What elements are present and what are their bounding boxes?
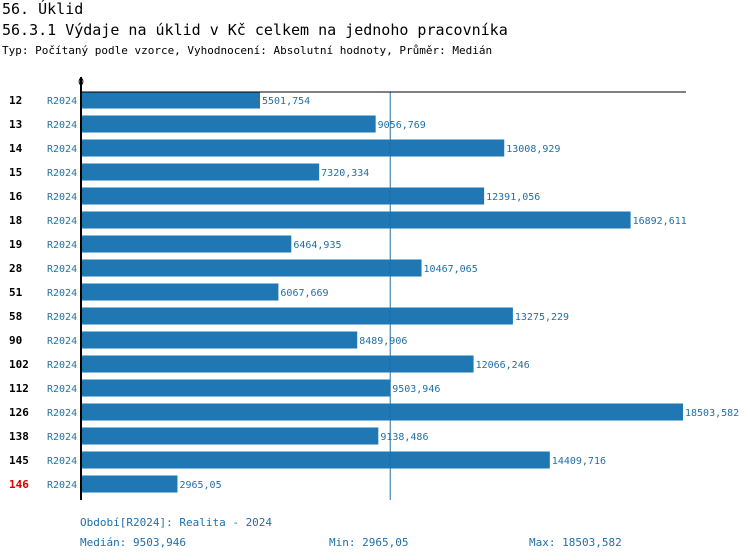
period-label: R2024 xyxy=(47,384,77,395)
value-label: 13008,929 xyxy=(506,144,560,155)
value-label: 6464,935 xyxy=(293,240,341,251)
period-label: R2024 xyxy=(47,288,77,299)
value-label: 14409,716 xyxy=(552,456,606,467)
value-label: 16892,611 xyxy=(633,216,687,227)
category-label: 126 xyxy=(9,406,29,419)
period-label: R2024 xyxy=(47,96,77,107)
period-label: R2024 xyxy=(47,336,77,347)
bar xyxy=(81,403,683,421)
max-note: Max: 18503,582 xyxy=(529,536,622,549)
period-label: R2024 xyxy=(47,168,77,179)
period-label: R2024 xyxy=(47,432,77,443)
value-label: 9138,486 xyxy=(380,432,428,443)
period-label: R2024 xyxy=(47,240,77,251)
value-label: 18503,582 xyxy=(685,408,739,419)
min-note: Min: 2965,05 xyxy=(329,536,409,549)
category-label: 18 xyxy=(9,214,22,227)
category-label: 15 xyxy=(9,166,22,179)
value-label: 9056,769 xyxy=(378,120,426,131)
value-label: 8489,906 xyxy=(359,336,407,347)
category-label: 14 xyxy=(9,142,23,155)
category-label: 90 xyxy=(9,334,22,347)
period-label: R2024 xyxy=(47,408,77,419)
bar xyxy=(81,187,485,205)
page-title: 56. Úklid xyxy=(2,0,84,18)
category-label: 138 xyxy=(9,430,29,443)
period-note: Období[R2024]: Realita - 2024 xyxy=(80,516,273,529)
category-label: 28 xyxy=(9,262,22,275)
category-label: 146 xyxy=(9,478,29,491)
bar xyxy=(81,427,379,445)
median-note: Medián: 9503,946 xyxy=(80,536,186,549)
category-label: 145 xyxy=(9,454,29,467)
period-label: R2024 xyxy=(47,360,77,371)
chart-type-line: Typ: Počítaný podle vzorce, Vyhodnocení:… xyxy=(2,44,493,57)
category-label: 102 xyxy=(9,358,29,371)
bar xyxy=(81,451,550,469)
bar xyxy=(81,307,513,325)
bar xyxy=(81,163,320,181)
period-label: R2024 xyxy=(47,480,77,491)
value-label: 9503,946 xyxy=(392,384,440,395)
bar xyxy=(81,379,391,397)
bar xyxy=(81,211,631,229)
category-label: 13 xyxy=(9,118,22,131)
bar xyxy=(81,475,178,493)
value-label: 6067,669 xyxy=(280,288,328,299)
bar xyxy=(81,139,505,157)
category-label: 58 xyxy=(9,310,22,323)
period-label: R2024 xyxy=(47,216,77,227)
bar xyxy=(81,283,279,301)
bar xyxy=(81,91,260,109)
bar xyxy=(81,355,474,373)
category-label: 19 xyxy=(9,238,22,251)
value-label: 10467,065 xyxy=(424,264,478,275)
period-label: R2024 xyxy=(47,456,77,467)
period-label: R2024 xyxy=(47,264,77,275)
category-label: 16 xyxy=(9,190,23,203)
bar xyxy=(81,235,292,253)
period-label: R2024 xyxy=(47,312,77,323)
value-label: 2965,05 xyxy=(179,480,221,491)
category-label: 12 xyxy=(9,94,22,107)
value-label: 7320,334 xyxy=(321,168,369,179)
category-label: 112 xyxy=(9,382,29,395)
value-label: 5501,754 xyxy=(262,96,310,107)
category-label: 51 xyxy=(9,286,23,299)
period-label: R2024 xyxy=(47,120,77,131)
period-label: R2024 xyxy=(47,144,77,155)
value-label: 13275,229 xyxy=(515,312,569,323)
period-label: R2024 xyxy=(47,192,77,203)
value-label: 12391,056 xyxy=(486,192,540,203)
chart-title: 56.3.1 Výdaje na úklid v Kč celkem na je… xyxy=(2,21,508,39)
bar xyxy=(81,259,422,277)
bar xyxy=(81,115,376,133)
value-label: 12066,246 xyxy=(476,360,530,371)
bar xyxy=(81,331,358,349)
